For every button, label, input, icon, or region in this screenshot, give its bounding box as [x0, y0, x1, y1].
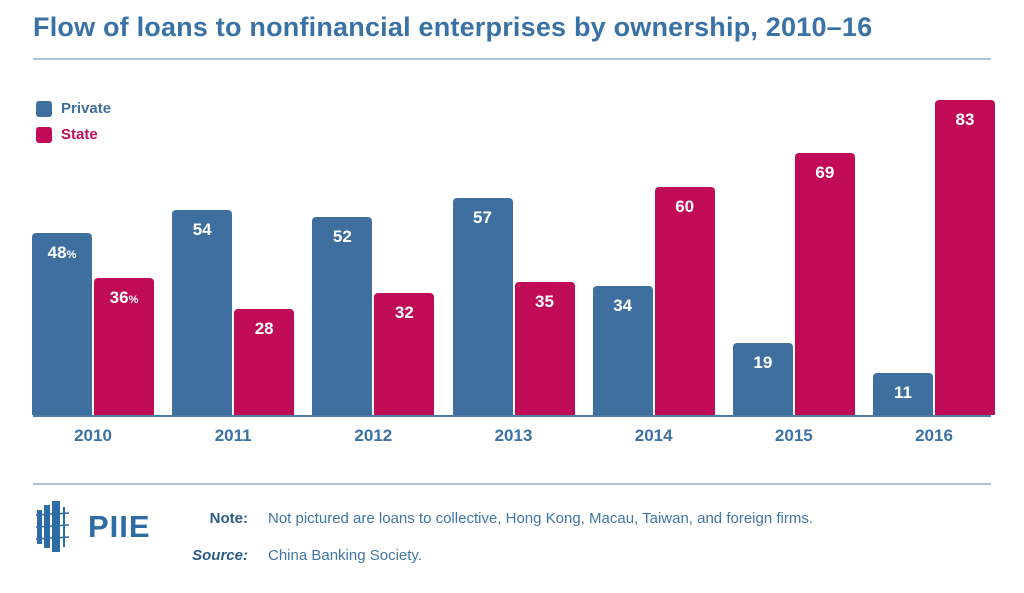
bar-private-2015: 19	[732, 343, 793, 415]
bar-chart: 48% 36% 2010 54 28 2011 52 32 2012 57 35 2013 34 60 20…	[32, 84, 996, 445]
bar-value-label: 34	[613, 296, 633, 315]
x-axis-label-2012: 2012	[354, 426, 393, 445]
bar-private-2010: 48%	[32, 233, 92, 415]
bar-state-2011: 28	[234, 309, 295, 415]
bar-private-2011: 54	[172, 210, 233, 415]
legend-label-state: State	[61, 126, 98, 143]
bar-value-label: 69	[815, 163, 835, 182]
bar-state-2010: 36%	[94, 278, 154, 415]
legend-swatch-private-icon	[36, 100, 52, 117]
bar-value-label: 35	[535, 292, 554, 311]
bar-value-label: 48%	[47, 243, 77, 262]
bar-value-label: 11	[894, 383, 912, 402]
legend: Private State	[36, 100, 111, 152]
note-row: Note: Not pictured are loans to collecti…	[130, 510, 813, 527]
footer: PIIE Note: Not pictured are loans to col…	[0, 492, 1024, 593]
note-text: Not pictured are loans to collective, Ho…	[268, 510, 814, 527]
bar-state-2015: 69	[794, 153, 855, 415]
bar-private-2012: 52	[312, 217, 373, 415]
bar-value-label: 54	[192, 220, 212, 239]
bar-value-label: 60	[675, 197, 695, 216]
x-axis-line	[33, 415, 991, 417]
note-label: Note:	[209, 510, 248, 527]
bar-state-2016: 83	[935, 100, 996, 415]
title-divider	[33, 58, 991, 60]
x-axis-label-2016: 2016	[915, 426, 953, 445]
bar-private-2016: 11	[873, 373, 934, 415]
bar-value-label: 57	[473, 208, 492, 227]
bar-state-2013: 35	[514, 282, 575, 415]
legend-label-private: Private	[61, 100, 112, 117]
bar-private-2013: 57	[452, 198, 513, 415]
chart-title: Flow of loans to nonfinancial enterprise…	[33, 12, 873, 42]
x-axis-label-2013: 2013	[494, 426, 533, 445]
piie-logo: PIIE	[36, 500, 151, 554]
bar-state-2012: 32	[374, 293, 435, 415]
bar-private-2014: 34	[592, 286, 653, 415]
bar-value-label: 83	[955, 110, 975, 129]
piie-building-icon	[36, 501, 70, 552]
source-row: Source: China Banking Society.	[130, 547, 422, 564]
bar-value-label: 52	[332, 227, 352, 246]
piie-logo-text: PIIE	[88, 509, 151, 544]
x-axis-label-2010: 2010	[74, 426, 112, 445]
x-axis-label-2014: 2014	[634, 426, 673, 445]
bar-value-label: 28	[254, 319, 274, 338]
bar-value-label: 32	[394, 303, 414, 322]
legend-swatch-state-icon	[36, 126, 52, 143]
legend-item-state: State	[36, 126, 111, 143]
x-axis-label-2011: 2011	[214, 426, 252, 445]
source-text: China Banking Society.	[268, 547, 422, 564]
x-axis-label-2015: 2015	[774, 426, 813, 445]
bar-value-label: 19	[753, 353, 773, 372]
legend-item-private: Private	[36, 100, 111, 117]
footer-divider	[33, 483, 991, 485]
bar-state-2014: 60	[654, 187, 715, 415]
source-label: Source:	[192, 547, 248, 564]
bar-value-label: 36%	[109, 288, 139, 307]
